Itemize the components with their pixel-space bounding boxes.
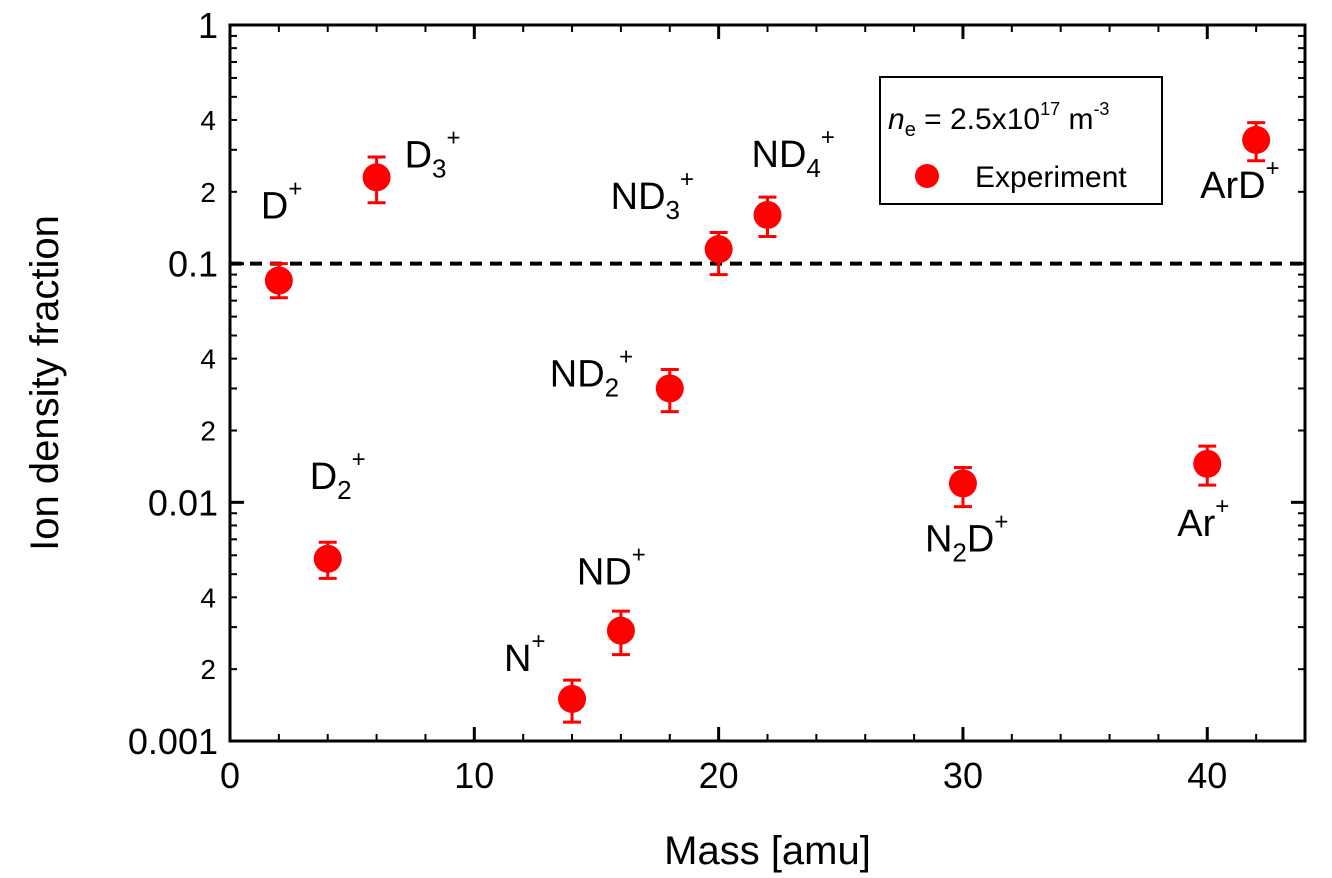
data-point bbox=[264, 266, 293, 295]
point-label-label-sup: + bbox=[288, 176, 302, 203]
point-label: D3+ bbox=[405, 124, 461, 183]
point-label-label-tail: D bbox=[967, 518, 994, 560]
point-label-label-base: D bbox=[261, 186, 288, 228]
point-label: ND4+ bbox=[752, 124, 835, 183]
point-label-label-sub: 2 bbox=[605, 372, 619, 402]
point-label: Ar+ bbox=[1177, 493, 1229, 545]
y-tick-label: 1 bbox=[198, 5, 218, 46]
data-points bbox=[264, 121, 1271, 724]
data-point bbox=[313, 544, 342, 573]
y-tick-label: 0.1 bbox=[168, 244, 218, 285]
x-axis-title: Mass [amu] bbox=[664, 829, 871, 873]
legend: ne = 2.5x1017 m-3 Experiment bbox=[879, 76, 1163, 205]
point-label: D2+ bbox=[310, 446, 366, 505]
point-label-label-base: Ar bbox=[1177, 503, 1215, 545]
point-labels: D+D2+D3+N+ND+ND2+ND3+ND4+N2D+ Ar+ArD+ bbox=[261, 124, 1280, 680]
legend-condition: ne = 2.5x1017 m-3 bbox=[888, 99, 1109, 141]
legend-condition-var: n bbox=[888, 103, 905, 136]
legend-condition-exp: 17 bbox=[1040, 99, 1060, 119]
data-point bbox=[1193, 449, 1222, 478]
data-point bbox=[606, 616, 635, 645]
data-point bbox=[704, 235, 733, 264]
point-label-label-sup: + bbox=[531, 628, 545, 655]
point-label-label-sup: + bbox=[680, 166, 694, 193]
data-point bbox=[1242, 125, 1271, 154]
x-tick-label: 30 bbox=[943, 755, 983, 796]
x-tick-label: 20 bbox=[699, 755, 739, 796]
data-point bbox=[753, 200, 782, 229]
point-label: ND+ bbox=[577, 542, 646, 594]
y-tick-label: 0.01 bbox=[148, 482, 218, 523]
point-label-label-sup: + bbox=[352, 446, 366, 473]
point-label-label-sub: 4 bbox=[806, 153, 820, 183]
y-minor-tick-label: 4 bbox=[200, 582, 216, 613]
point-label-label-sub: 2 bbox=[337, 475, 351, 505]
legend-condition-sub: e bbox=[905, 119, 916, 141]
data-point bbox=[362, 163, 391, 192]
point-label-label-sup: + bbox=[1215, 493, 1229, 520]
y-tick-label: 0.001 bbox=[128, 721, 218, 762]
point-label: ArD+ bbox=[1200, 155, 1279, 207]
point-label-label-sup: + bbox=[447, 124, 461, 151]
y-minor-tick-label: 4 bbox=[200, 344, 216, 375]
point-label: N+ bbox=[504, 628, 545, 680]
legend-condition-unit-exp: -3 bbox=[1093, 99, 1109, 119]
y-axis-title: Ion density fraction bbox=[23, 215, 67, 551]
point-label-label-base: ND bbox=[752, 134, 807, 176]
point-label-label-base: ND bbox=[550, 353, 605, 395]
legend-entry-label: Experiment bbox=[975, 161, 1127, 194]
point-label: N2D+ bbox=[925, 508, 1008, 567]
data-point bbox=[948, 469, 977, 498]
point-label-label-base: N bbox=[504, 638, 531, 680]
point-label-label-base: ND bbox=[577, 552, 632, 594]
data-point bbox=[558, 684, 587, 713]
point-label-label-sub: 3 bbox=[432, 153, 446, 183]
point-label-label-tail-sup: + bbox=[994, 508, 1008, 535]
legend-condition-unit: m bbox=[1060, 103, 1093, 136]
point-label-label-base: N bbox=[925, 518, 952, 560]
point-label-label-sub: 3 bbox=[666, 195, 680, 225]
point-label: ND2+ bbox=[550, 343, 633, 402]
plot-frame bbox=[228, 23, 1307, 743]
x-tick-label: 40 bbox=[1187, 755, 1227, 796]
point-label-label-base: D bbox=[310, 456, 337, 498]
axis-ticks: 0 10 20 30 40 0.001 0.01 0.1 1 2 4 2 4 2 4 bbox=[128, 5, 1306, 796]
point-label: D+ bbox=[261, 176, 302, 228]
x-tick-label: 0 bbox=[220, 755, 240, 796]
point-label-label-base: ND bbox=[611, 176, 666, 218]
point-label: ND3+ bbox=[611, 166, 694, 225]
y-minor-tick-label: 2 bbox=[200, 177, 216, 208]
point-label-label-sub: 2 bbox=[952, 537, 966, 567]
x-tick-label: 10 bbox=[454, 755, 494, 796]
legend-marker bbox=[915, 164, 939, 188]
point-label-label-base: D bbox=[405, 134, 432, 176]
data-point bbox=[655, 374, 684, 403]
point-label-label-base: ArD bbox=[1200, 165, 1265, 207]
point-label-label-sup: + bbox=[619, 343, 633, 370]
point-label-label-sup: + bbox=[821, 124, 835, 151]
y-minor-tick-label: 2 bbox=[200, 415, 216, 446]
point-label-label-sup: + bbox=[1266, 155, 1280, 182]
legend-condition-text: = 2.5x10 bbox=[916, 103, 1040, 136]
y-minor-tick-label: 2 bbox=[200, 654, 216, 685]
y-minor-tick-label: 4 bbox=[200, 105, 216, 136]
point-label-label-sup: + bbox=[632, 542, 646, 569]
